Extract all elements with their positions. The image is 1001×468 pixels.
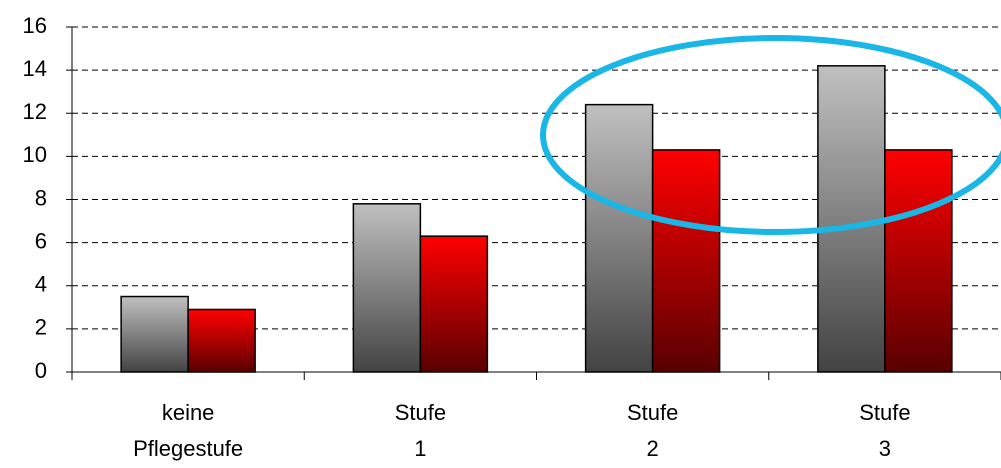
y-tick-label: 2 xyxy=(35,315,47,340)
bar xyxy=(419,235,489,373)
bar xyxy=(352,203,422,373)
bar xyxy=(187,308,256,373)
y-tick-label: 16 xyxy=(23,13,47,38)
bar xyxy=(651,149,721,373)
y-tick-label: 10 xyxy=(23,142,47,167)
bar xyxy=(817,65,886,373)
x-tick-label: Stufe 1 xyxy=(395,400,446,461)
x-tick-label: keine Pflegestufe xyxy=(133,400,243,461)
y-tick-label: 6 xyxy=(35,228,47,253)
bar xyxy=(584,103,654,373)
y-tick-label: 14 xyxy=(23,56,47,81)
y-tick-label: 12 xyxy=(23,99,47,124)
x-tick-label: Stufe 2 xyxy=(627,400,678,461)
y-tick-label: 0 xyxy=(35,358,47,383)
x-tick-label: Stufe 3 xyxy=(859,400,910,461)
highlight-ellipse xyxy=(540,35,1001,235)
y-tick-label: 4 xyxy=(35,272,47,297)
y-tick-label: 8 xyxy=(35,185,47,210)
plot-area: 0 2 4 6 8 10 12 14 16 keine Pflegestufe Stufe 1 Stufe… xyxy=(23,13,1001,461)
bar xyxy=(120,295,189,373)
bar xyxy=(884,149,953,373)
